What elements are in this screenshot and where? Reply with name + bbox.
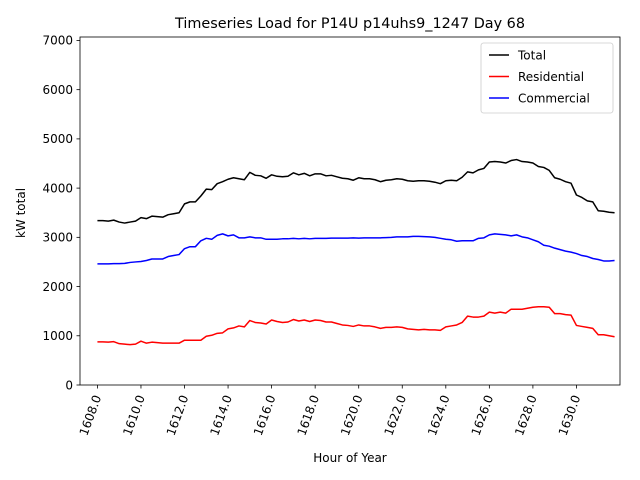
legend-box xyxy=(480,42,614,114)
legend: Total Residential Commercial xyxy=(480,42,614,114)
series-line-commercial xyxy=(97,233,615,265)
y-tick-label: 6000 xyxy=(42,83,73,97)
y-tick-label: 0 xyxy=(65,378,73,392)
y-tick-label: 1000 xyxy=(42,329,73,343)
legend-label-residential: Residential xyxy=(518,70,584,84)
chart-title: Timeseries Load for P14U p14uhs9_1247 Da… xyxy=(174,16,525,32)
y-tick-label: 3000 xyxy=(42,231,73,245)
series-line-total xyxy=(97,158,615,224)
y-tick-label: 4000 xyxy=(42,181,73,195)
y-tick-label: 7000 xyxy=(42,34,73,48)
legend-label-total: Total xyxy=(517,48,546,62)
y-axis-title: kW total xyxy=(14,188,28,238)
x-axis-title: Hour of Year xyxy=(313,451,387,465)
axes-frame xyxy=(79,36,621,386)
y-tick-label: 5000 xyxy=(42,132,73,146)
series-line-residential xyxy=(97,305,615,346)
legend-label-commercial: Commercial xyxy=(518,91,590,105)
y-tick-label: 2000 xyxy=(42,280,73,294)
